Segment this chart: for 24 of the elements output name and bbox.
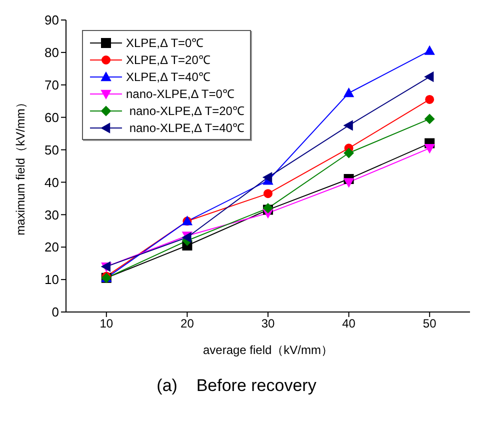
x-tick-label: 40 <box>342 316 356 331</box>
y-tick-label: 60 <box>44 110 59 125</box>
legend-label: nano-XLPE,Δ T=40℃ <box>128 120 244 136</box>
legend-label: XLPE,Δ T=0℃ <box>126 35 204 51</box>
y-tick-label: 0 <box>52 304 59 320</box>
y-tick-label: 90 <box>44 12 59 28</box>
x-tick-label: 50 <box>422 316 437 331</box>
y-tick-label: 40 <box>44 174 59 190</box>
legend-label: XLPE,Δ T=20℃ <box>126 52 210 68</box>
y-tick-label: 70 <box>44 78 59 93</box>
x-tick-label: 30 <box>261 316 275 331</box>
x-tick-label: 20 <box>180 316 194 331</box>
legend-label: nano-XLPE,Δ T=0℃ <box>126 86 234 102</box>
y-tick-label: 50 <box>44 142 59 158</box>
x-tick-label: 10 <box>100 316 114 331</box>
legend-label: nano-XLPE,Δ T=20℃ <box>128 103 244 119</box>
y-tick-label: 80 <box>44 45 59 60</box>
y-axis-title: maximum field（kV/mm） <box>13 96 28 236</box>
y-tick-label: 10 <box>44 272 59 288</box>
legend-label: XLPE,Δ T=40℃ <box>126 69 210 85</box>
y-tick-label: 20 <box>44 240 59 255</box>
x-axis-title: average field（kV/mm） <box>202 343 334 357</box>
y-tick-label: 30 <box>44 207 59 222</box>
text: (a) Before recovery <box>156 376 318 396</box>
